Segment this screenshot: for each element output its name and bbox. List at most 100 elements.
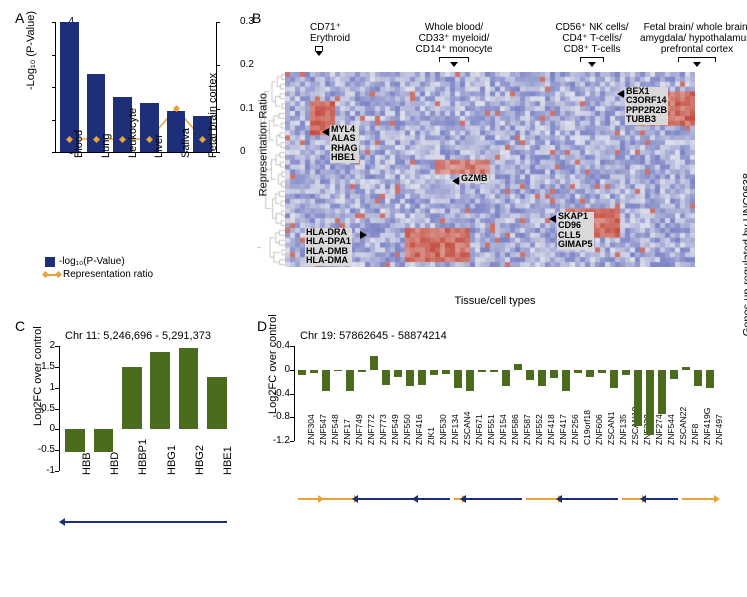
bar (622, 370, 630, 375)
category-label: ZSCAN1 (606, 411, 616, 445)
category-label: ZNF256 (570, 414, 580, 445)
panelB-gene-label: BEX1C3ORF14PPP2R2BTUBB3 (625, 87, 668, 125)
bar (430, 370, 438, 375)
panelC: Chr 11: 5,246,696 - 5,291,373 Log2FC ove… (35, 330, 235, 580)
bar (682, 367, 690, 370)
bar (490, 370, 498, 372)
panelA-category: Saliva (180, 128, 192, 158)
panelA-label: A (15, 10, 24, 26)
line-swatch-icon (45, 274, 59, 276)
category-label: ZNF17 (342, 419, 352, 445)
ytick-label: -1.2 (264, 435, 290, 446)
bar (150, 352, 170, 429)
panelD-chart: -1.2-0.8-0.400.4ZNF304ZNF547ZNF548ZNF17Z… (294, 346, 714, 441)
bar (179, 348, 199, 429)
bar (670, 370, 678, 379)
category-label: ZNF547 (318, 414, 328, 445)
panelB-column-group: CD56⁺ NK cells/CD4⁺ T-cells/CD8⁺ T-cells (553, 22, 631, 67)
category-label: ZNF135 (618, 414, 628, 445)
category-label: ZNF550 (402, 414, 412, 445)
figure-root: A B C D -Log₁₀ (P-Value) 0123400.10.20.3… (10, 10, 737, 587)
panelB-gene-label: HLA-DRAHLA-DPA1HLA-DMBHLA-DMA (305, 228, 352, 266)
category-label: ZNF551 (486, 414, 496, 445)
bar (586, 370, 594, 377)
category-label: ZNF274 (654, 414, 664, 445)
category-label: ZSCAN4 (462, 411, 472, 445)
panelA-ytick-right: 0.3 (240, 16, 256, 27)
genome-arrow-icon (466, 498, 522, 500)
genome-arrow-icon (418, 498, 450, 500)
panelD-label: D (257, 318, 267, 334)
genome-arrow-icon (65, 521, 227, 523)
bar (706, 370, 714, 388)
bar (538, 370, 546, 387)
panelB-dendrogram (257, 72, 285, 267)
category-label: ZSCAN22 (678, 407, 688, 445)
ytick-label: -0.4 (264, 388, 290, 399)
panelA-chart: 0123400.10.20.3BloodLungLeukocyteLiverSa… (55, 22, 217, 153)
category-label: ZNF587 (522, 414, 532, 445)
panelA-category: Lung (100, 134, 112, 158)
bar (550, 370, 558, 378)
bar (598, 370, 606, 374)
panelA-legend: -log₁₀(P-Value) Representation ratio (45, 256, 153, 282)
category-label: ZNF417 (558, 414, 568, 445)
bar (526, 370, 534, 381)
bar (502, 370, 510, 386)
ytick-label: 2 (29, 340, 55, 351)
bar (334, 370, 342, 371)
category-label: HBG1 (166, 445, 178, 475)
legend-text: Representation ratio (63, 269, 153, 280)
bar (298, 370, 306, 375)
category-label: ZNF416 (414, 414, 424, 445)
category-label: ZNF134 (450, 414, 460, 445)
bar (634, 370, 642, 426)
panelA-ytick-right: 0.1 (240, 103, 256, 114)
bar (382, 370, 390, 385)
bar (346, 370, 354, 391)
ytick-label: 0.4 (264, 340, 290, 351)
category-label: ZNF544 (666, 414, 676, 445)
panelA: -Log₁₀ (P-Value) 0123400.10.20.3BloodLun… (35, 22, 215, 272)
category-label: HBB (81, 452, 93, 475)
bar (610, 370, 618, 388)
panelA-category: Liver (153, 134, 165, 158)
category-label: HBG2 (194, 445, 206, 475)
category-label: ZNF304 (306, 414, 316, 445)
panelA-category: Leukocyte (127, 108, 139, 158)
bar (562, 370, 570, 391)
panelD-title: Chr 19: 57862645 - 58874214 (300, 330, 730, 342)
bar (418, 370, 426, 385)
bar (466, 370, 474, 391)
genome-arrow-icon (562, 498, 618, 500)
ytick-label: 0 (264, 364, 290, 375)
bar (94, 429, 114, 452)
genome-arrow-icon (358, 498, 414, 500)
bar (406, 370, 414, 387)
bar (574, 370, 582, 373)
panelA-ytick-right: 0.2 (240, 59, 256, 70)
category-label: ZNF552 (534, 414, 544, 445)
genome-arrow-icon (322, 498, 354, 500)
category-label: ZNF586 (510, 414, 520, 445)
ytick-label: -0.8 (264, 411, 290, 422)
category-label: ZNF606 (594, 414, 604, 445)
bar (207, 377, 227, 429)
bar (646, 370, 654, 435)
category-label: C19orf18 (582, 410, 592, 445)
bar (454, 370, 462, 388)
bar (478, 370, 486, 372)
ytick-label: 0.5 (29, 403, 55, 414)
bar (322, 370, 330, 391)
ytick-label: 0 (29, 423, 55, 434)
legend-text: -log₁₀(P-Value) (59, 256, 125, 267)
panelB: Genes up-regulated by UNC0638 Tissue/cel… (255, 22, 735, 302)
arrow-icon (452, 177, 459, 185)
category-label: ZNF549 (390, 414, 400, 445)
panelA-legend-item: -log₁₀(P-Value) (45, 256, 153, 267)
panelB-yaxis-right-label: Genes up-regulated by UNC0638 (741, 173, 747, 336)
bar (122, 367, 142, 430)
bar-swatch-icon (45, 257, 55, 267)
category-label: ZIK1 (426, 427, 436, 445)
category-label: ZNF154 (498, 414, 508, 445)
